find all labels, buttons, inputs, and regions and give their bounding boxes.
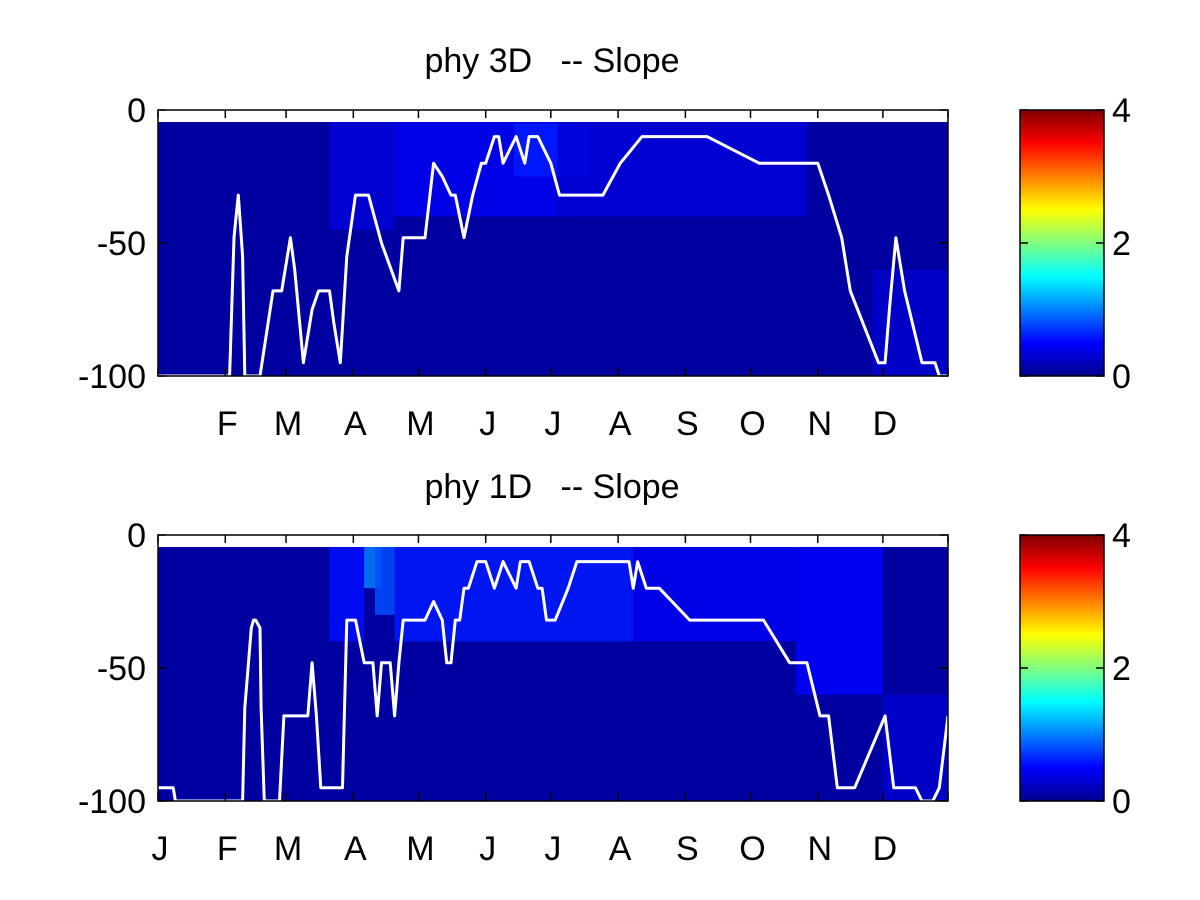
x-tick-label: M [406, 405, 434, 443]
x-tick-label: J [479, 405, 496, 443]
heatmap-cell [796, 547, 883, 695]
x-tick-label: M [274, 830, 302, 868]
x-tick-label: S [676, 830, 699, 868]
x-tick-label: J [152, 830, 169, 868]
heatmap-patches-2 [329, 547, 948, 801]
colorbar-tick-label: 0 [1112, 783, 1131, 821]
x-tick-label: O [739, 830, 765, 868]
x-tick-label: J [479, 830, 496, 868]
colorbar-2: 0 2 4 [1019, 517, 1131, 821]
x-tick-label: N [807, 405, 832, 443]
colorbar-tick-label: 2 [1112, 650, 1131, 688]
y-tick-labels-1: 0 -50 -100 [78, 92, 146, 396]
colorbar-ticks-2: 0 2 4 [1020, 517, 1131, 821]
x-tick-label: M [406, 830, 434, 868]
x-tick-label: J [544, 830, 561, 868]
chart-title-2: phy 1D -- Slope [424, 468, 679, 506]
x-tick-label: N [807, 830, 832, 868]
x-ticks-2 [157, 535, 949, 801]
contour-line-1 [158, 135, 948, 378]
y-tick-label: -50 [97, 650, 146, 688]
heatmap-cell [375, 547, 395, 615]
x-tick-label: F [217, 830, 238, 868]
x-tick-label: A [344, 405, 367, 443]
x-tick-label: J [544, 405, 561, 443]
colorbar-1: 0 2 4 [1019, 92, 1131, 396]
x-tick-label: F [217, 405, 238, 443]
colorbar-tick-label: 4 [1112, 92, 1131, 130]
x-ticks-1 [157, 110, 949, 376]
colorbar-gradient-2 [1019, 534, 1105, 802]
y-tick-label: -100 [78, 783, 146, 821]
y-tick-label: -50 [97, 225, 146, 263]
heatmap-cell [633, 547, 797, 642]
y-tick-labels-2: 0 -50 -100 [78, 517, 146, 821]
x-tick-label: A [609, 405, 632, 443]
x-tick-label: D [873, 405, 898, 443]
x-tick-label: D [873, 830, 898, 868]
heatmap-area-1 [158, 122, 948, 378]
y-tick-label: -100 [78, 358, 146, 396]
x-tick-label: O [739, 405, 765, 443]
x-tick-label: A [609, 830, 632, 868]
heatmap-area-2 [158, 547, 950, 803]
y-ticks-2 [158, 534, 948, 802]
y-ticks-1 [158, 109, 948, 377]
heatmap-cell [329, 122, 395, 230]
colorbar-gradient-1 [1019, 109, 1105, 377]
colorbar-ticks-1: 0 2 4 [1020, 92, 1131, 396]
x-tick-label: M [274, 405, 302, 443]
colorbar-tick-label: 0 [1112, 358, 1131, 396]
colorbar-tick-label: 4 [1112, 517, 1131, 555]
x-tick-label: A [344, 830, 367, 868]
chart-title-1: phy 3D -- Slope [424, 42, 679, 80]
x-tick-label: S [676, 405, 699, 443]
heatmap-cell [872, 269, 948, 376]
y-tick-label: 0 [127, 517, 146, 555]
contour-line-2 [158, 560, 950, 803]
y-tick-label: 0 [127, 92, 146, 130]
colorbar-tick-label: 2 [1112, 225, 1131, 263]
